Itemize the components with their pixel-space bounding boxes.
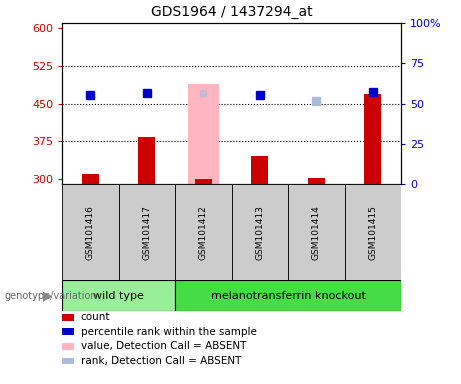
- Bar: [231, 184, 288, 280]
- Bar: [308, 178, 325, 184]
- Text: GSM101413: GSM101413: [255, 205, 265, 260]
- Text: GSM101417: GSM101417: [142, 205, 152, 260]
- Bar: [188, 84, 219, 184]
- Bar: [82, 174, 99, 184]
- Bar: [344, 184, 401, 280]
- Text: melanotransferrin knockout: melanotransferrin knockout: [211, 291, 366, 301]
- Bar: [119, 184, 175, 280]
- Bar: [175, 280, 401, 311]
- Text: rank, Detection Call = ABSENT: rank, Detection Call = ABSENT: [81, 356, 241, 366]
- Bar: [251, 156, 268, 184]
- Bar: [138, 137, 155, 184]
- Bar: [175, 184, 231, 280]
- Text: percentile rank within the sample: percentile rank within the sample: [81, 327, 257, 337]
- Bar: [364, 94, 381, 184]
- Bar: [62, 184, 118, 280]
- Bar: [195, 179, 212, 184]
- Title: GDS1964 / 1437294_at: GDS1964 / 1437294_at: [151, 5, 313, 19]
- Text: count: count: [81, 312, 110, 322]
- Text: ▶: ▶: [43, 289, 53, 302]
- Text: GSM101416: GSM101416: [86, 205, 95, 260]
- Text: GSM101412: GSM101412: [199, 205, 208, 260]
- Bar: [62, 280, 175, 311]
- Bar: [288, 184, 345, 280]
- Text: value, Detection Call = ABSENT: value, Detection Call = ABSENT: [81, 341, 246, 351]
- Text: wild type: wild type: [93, 291, 144, 301]
- Text: GSM101415: GSM101415: [368, 205, 378, 260]
- Text: genotype/variation: genotype/variation: [5, 291, 97, 301]
- Text: GSM101414: GSM101414: [312, 205, 321, 260]
